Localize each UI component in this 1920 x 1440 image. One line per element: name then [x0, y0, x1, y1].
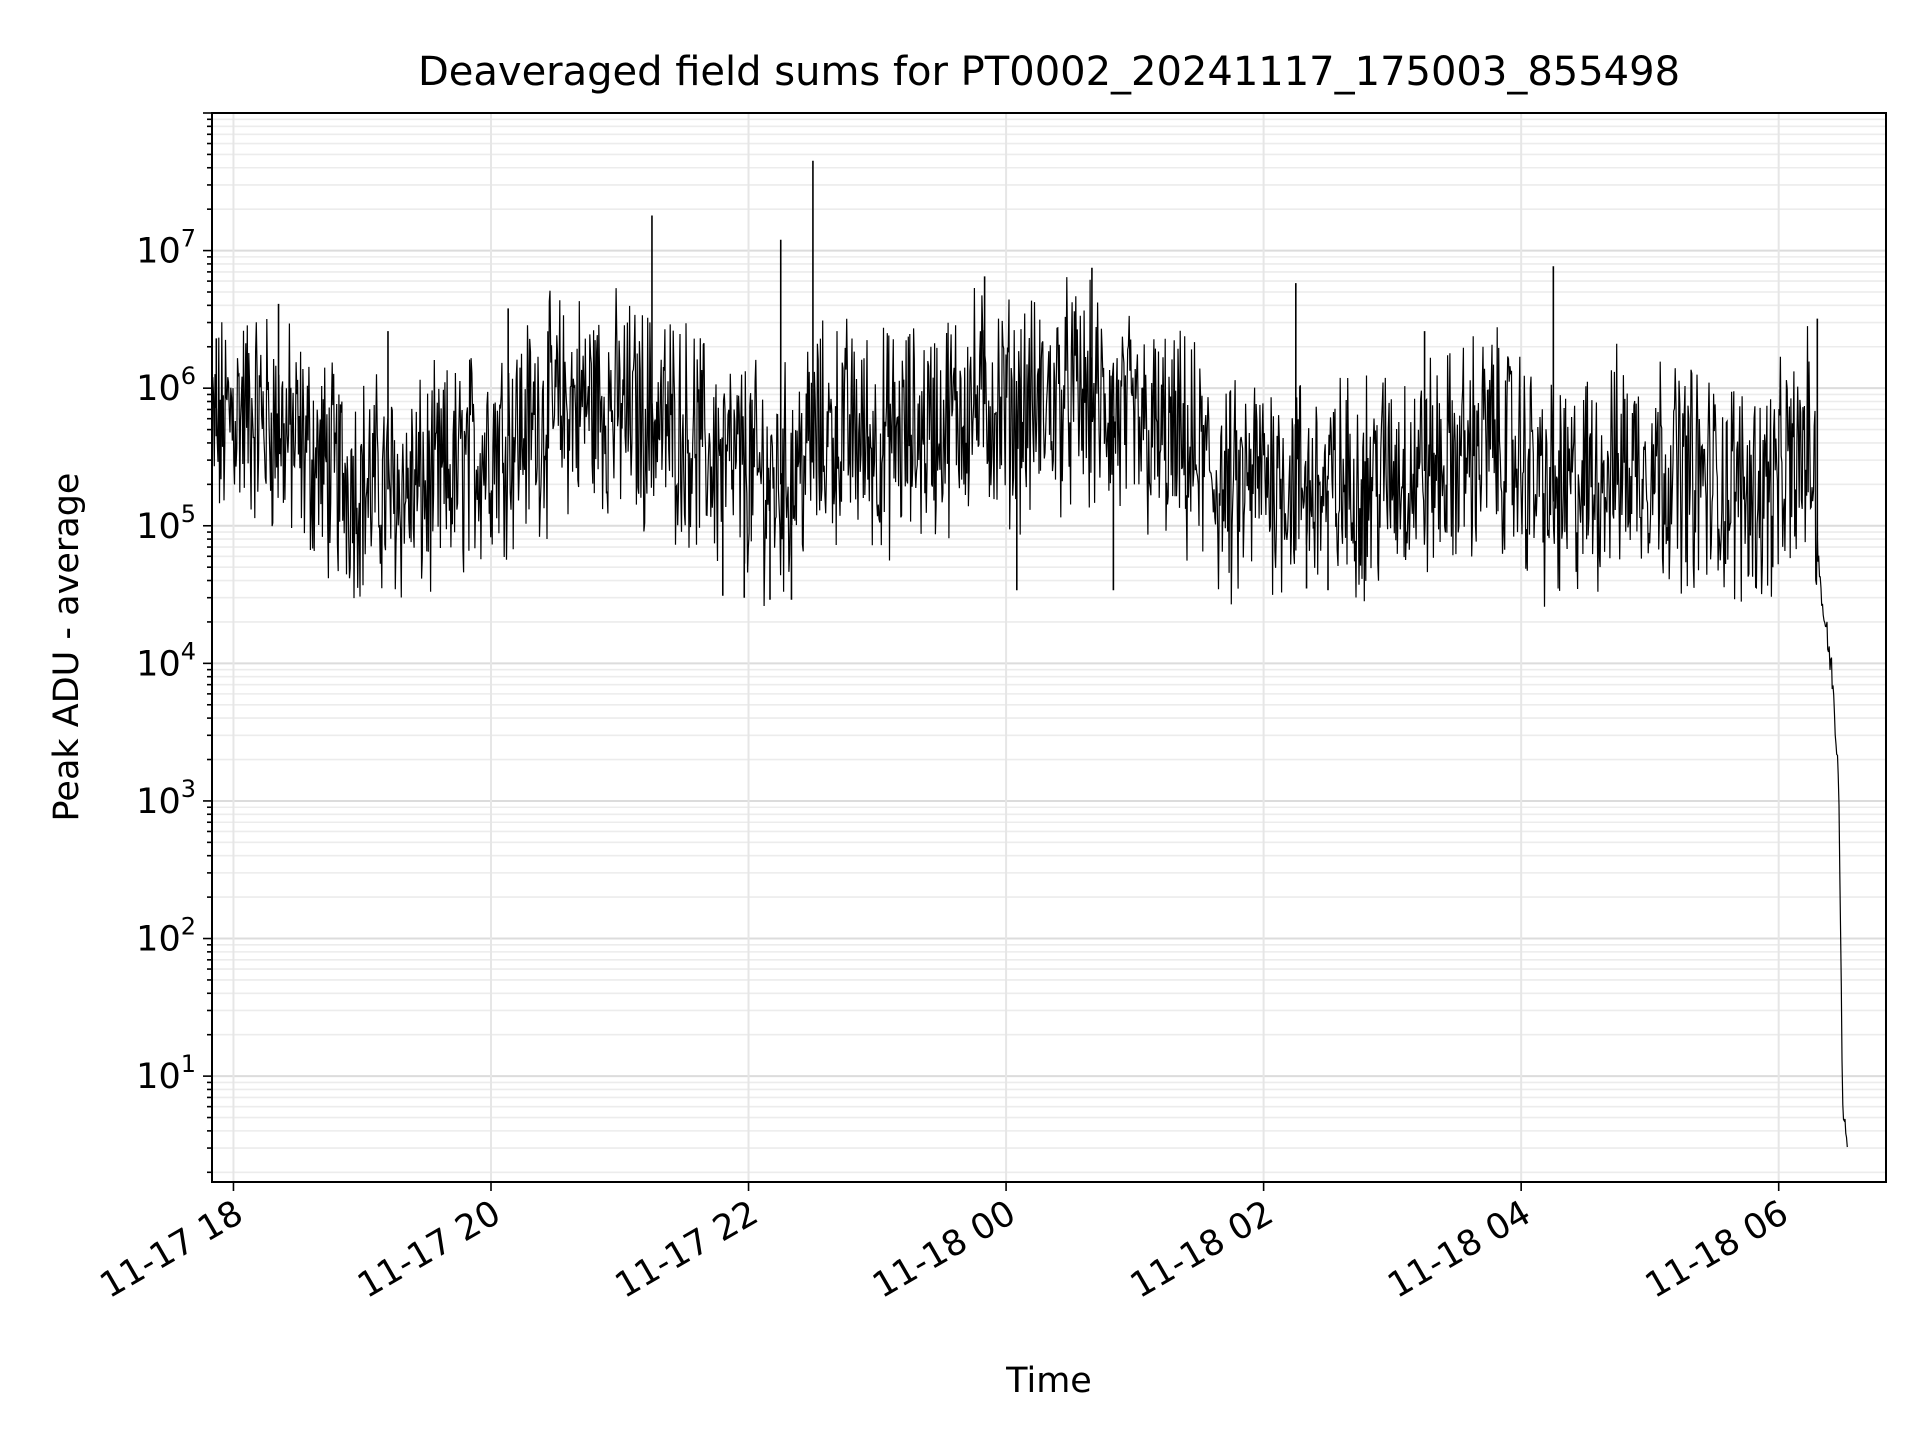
x-tick-label: 11-18 06 [1639, 1193, 1795, 1306]
x-tick-label: 11-18 02 [1124, 1193, 1280, 1306]
y-tick-label: 101 [136, 1050, 196, 1097]
axes-frame [211, 112, 1887, 1183]
x-axis-label: Time [1005, 1361, 1092, 1401]
x-tick-label: 11-18 00 [866, 1193, 1022, 1306]
chart-title: Deaveraged field sums for PT0002_2024111… [418, 49, 1680, 95]
y-tick-label: 107 [136, 225, 196, 272]
y-tick-label: 104 [136, 637, 196, 684]
y-tick-label: 103 [136, 775, 196, 822]
x-tick-label: 11-17 18 [94, 1193, 250, 1306]
y-tick-label: 105 [136, 500, 196, 547]
y-tick-label: 106 [136, 362, 196, 409]
grid-lines [212, 112, 1886, 1182]
x-tick-label: 11-17 20 [351, 1193, 507, 1306]
series-trace [211, 277, 1848, 1148]
x-tick-label: 11-18 04 [1381, 1193, 1537, 1306]
y-tick-label: 102 [136, 913, 196, 960]
y-axis-label: Peak ADU - average [47, 473, 87, 822]
x-tick-label: 11-17 22 [609, 1193, 765, 1306]
series-group [211, 160, 1848, 1148]
